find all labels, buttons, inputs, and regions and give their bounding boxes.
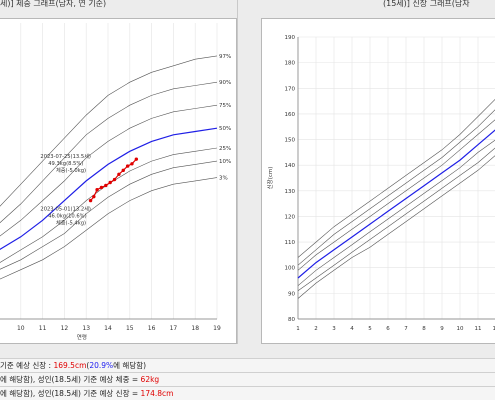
height-chart-title: (15세)] 신장 그래프(남자: [383, 0, 470, 8]
weight-annotation-1-line-3: 체중(-5.0kg): [56, 166, 86, 174]
weight-x-tick-15: 15: [126, 325, 134, 332]
weight-chart-panel: 세)] 체중 그래프(남자, 연 기준) 10 11 12 13 14 15 16 17 18 1…: [0, 0, 238, 344]
weight-measurement-point: [117, 172, 121, 176]
weight-curve-50: [0, 127, 218, 250]
weight-x-tick-19: 19: [213, 325, 221, 332]
height-y-tick-90: 90: [288, 291, 295, 297]
height-chart-frame: 190 180 170 160 150 140 130 120 110 100 90 80 1 2 3 4 5 6…: [261, 18, 495, 344]
weight-chart-title: 세)] 체중 그래프(남자, 연 기준): [0, 0, 107, 8]
panel-gap: [0, 344, 495, 358]
status-line-1: 기준 예상 신장 : 169.5cm(20.9%에 해당함): [0, 358, 495, 372]
status-1-suffix: 에 해당함): [113, 361, 147, 370]
height-chart-panel: (15세)] 신장 그래프(남자 190 180 170 160 150 140 130 12…: [253, 0, 495, 344]
status-2-value: 62kg: [140, 375, 160, 384]
weight-percentile-label-50: 50%: [219, 126, 231, 132]
weight-x-tick-10: 10: [17, 325, 25, 332]
height-y-tick-120: 120: [285, 214, 296, 220]
status-2-prefix: 에 해당함), 성인(18.5세) 기준 예상 체중 =: [0, 375, 141, 384]
weight-measurement-point: [95, 188, 99, 192]
weight-measurement-point: [99, 185, 104, 190]
weight-percentile-label-97: 97%: [219, 54, 231, 60]
weight-x-tick-13: 13: [82, 325, 90, 332]
weight-measurement-point: [125, 164, 130, 168]
weight-x-tick-12: 12: [61, 325, 69, 332]
height-y-tick-140: 140: [285, 163, 296, 169]
status-3-prefix: 에 해당함), 성인(18.5세) 기준 예상 신장 =: [0, 389, 141, 398]
status-1-paren: (: [86, 361, 90, 370]
height-y-tick-100: 100: [285, 266, 296, 272]
height-y-tick-130: 130: [285, 189, 296, 195]
height-curve-3: [297, 155, 495, 299]
height-y-tick-110: 110: [285, 240, 296, 246]
height-y-tick-80: 80: [288, 317, 295, 323]
weight-annotation-2-line-1: 2023-05-01(13.2세): [40, 204, 91, 212]
weight-measurement-point: [88, 198, 93, 203]
height-x-tick-5: 5: [368, 326, 372, 332]
weight-annotation-2-line-3: 체중(-5.4kg): [56, 218, 86, 226]
weight-percentile-label-3: 3%: [219, 176, 228, 182]
weight-annotation-1-line-2: 49.3kg(8.5%): [48, 161, 83, 167]
weight-measurement-point: [92, 194, 96, 199]
height-x-tick-10: 10: [457, 326, 464, 332]
status-line-3: 에 해당함), 성인(18.5세) 기준 예상 신장 = 174.8cm: [0, 386, 495, 400]
height-y-tick-170: 170: [285, 86, 296, 92]
weight-measurement-point: [134, 157, 139, 161]
height-y-tick-160: 160: [285, 112, 296, 118]
weight-measurement-point: [121, 168, 125, 173]
height-x-tick-7: 7: [404, 326, 408, 332]
weight-growth-chart: 10 11 12 13 14 15 16 17 18 19 연령 97% 90% 75% 50% 25% 10%…: [0, 23, 231, 341]
status-3-value: 174.8cm: [140, 389, 174, 398]
weight-annotation-1-line-1: 2023-07-25(13.5세): [40, 152, 91, 160]
weight-chart-frame: 10 11 12 13 14 15 16 17 18 19 연령 97% 90% 75% 50% 25% 10%…: [0, 18, 237, 344]
weight-curve-25: [0, 147, 218, 263]
height-x-tick-6: 6: [386, 326, 390, 332]
weight-percentile-label-75: 75%: [219, 103, 231, 109]
height-curve-90: [297, 109, 495, 266]
weight-x-tick-14: 14: [104, 325, 112, 332]
height-y-axis-title: 신장(cm): [266, 167, 274, 190]
weight-x-axis-title: 연령: [77, 333, 87, 341]
weight-measurement-point: [104, 183, 108, 188]
weight-measurement-point: [112, 177, 117, 182]
height-x-tick-11: 11: [475, 326, 482, 332]
height-x-tick-8: 8: [422, 326, 426, 332]
weight-curve-10: [0, 160, 218, 270]
weight-measurement-point: [130, 162, 134, 166]
status-1-value: 169.5cm: [53, 361, 87, 370]
weight-curve-75: [0, 104, 218, 237]
height-x-tick-9: 9: [440, 326, 444, 332]
status-1-prefix: 기준 예상 신장 :: [0, 361, 54, 370]
height-curve-25: [297, 139, 495, 286]
weight-annotation-2-line-2: 46.0kg(10.6%): [48, 213, 86, 219]
weight-x-tick-17: 17: [170, 325, 178, 332]
height-x-tick-2: 2: [314, 326, 318, 332]
height-x-tick-1: 1: [296, 326, 300, 332]
weight-percentile-label-90: 90%: [219, 80, 231, 86]
height-curve-50: [297, 129, 495, 279]
height-y-tick-180: 180: [285, 61, 296, 67]
height-y-tick-150: 150: [285, 138, 296, 144]
height-y-tick-190: 190: [285, 35, 296, 41]
status-line-2: 에 해당함), 성인(18.5세) 기준 예상 체중 = 62kg: [0, 372, 495, 386]
height-curve-75: [297, 119, 495, 271]
weight-percentile-label-10: 10%: [219, 159, 231, 165]
weight-curve-90: [0, 81, 218, 224]
weight-curve-97: [0, 55, 218, 207]
weight-curve-3: [0, 177, 218, 280]
weight-x-tick-16: 16: [148, 325, 156, 332]
weight-measurement-point: [108, 180, 112, 185]
status-1-pct: 20.9%: [89, 361, 114, 370]
height-x-tick-3: 3: [332, 326, 336, 332]
weight-x-tick-18: 18: [191, 325, 199, 332]
height-curve-10: [297, 147, 495, 292]
height-x-tick-12: 12: [493, 326, 495, 332]
height-curve-97: [297, 99, 495, 258]
height-x-tick-4: 4: [350, 326, 354, 332]
weight-x-tick-11: 11: [39, 325, 47, 332]
weight-percentile-label-25: 25%: [219, 146, 231, 152]
